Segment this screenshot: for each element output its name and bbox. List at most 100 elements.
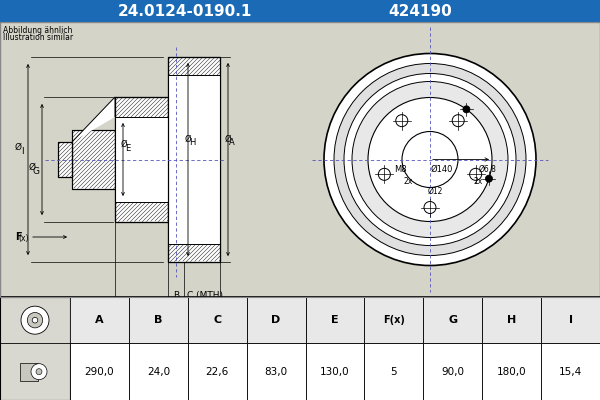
Text: H: H xyxy=(507,315,516,325)
Text: Ate: Ate xyxy=(386,198,454,232)
Circle shape xyxy=(36,369,42,375)
Bar xyxy=(72,130,115,189)
Bar xyxy=(20,363,38,381)
Bar xyxy=(129,343,188,400)
Text: 24.0124-0190.1: 24.0124-0190.1 xyxy=(118,4,252,18)
Text: 180,0: 180,0 xyxy=(497,367,526,377)
Bar xyxy=(0,0,600,22)
Text: Ø: Ø xyxy=(185,135,191,144)
Text: D: D xyxy=(164,317,171,326)
Text: 22,6: 22,6 xyxy=(206,367,229,377)
Bar xyxy=(70,297,600,343)
Bar xyxy=(115,97,168,222)
Text: 130,0: 130,0 xyxy=(320,367,350,377)
Text: B: B xyxy=(173,291,179,300)
Text: C (MTH): C (MTH) xyxy=(187,291,223,300)
Text: 24,0: 24,0 xyxy=(147,367,170,377)
Circle shape xyxy=(334,64,526,256)
Circle shape xyxy=(21,306,49,334)
Bar xyxy=(305,297,364,343)
Bar xyxy=(168,57,220,262)
Text: 290,0: 290,0 xyxy=(85,367,114,377)
Text: I: I xyxy=(20,147,23,156)
Circle shape xyxy=(368,98,492,222)
Bar xyxy=(482,343,541,400)
Text: Ø6,8: Ø6,8 xyxy=(479,165,497,174)
Text: H: H xyxy=(189,138,195,147)
Text: I: I xyxy=(569,315,572,325)
Text: 424190: 424190 xyxy=(388,4,452,18)
Bar xyxy=(247,343,305,400)
Text: Ø: Ø xyxy=(224,135,232,144)
Text: F: F xyxy=(14,232,22,242)
Text: A: A xyxy=(229,138,235,147)
Circle shape xyxy=(424,202,436,214)
Bar xyxy=(115,97,168,222)
Circle shape xyxy=(28,312,43,328)
Circle shape xyxy=(32,317,38,323)
Text: G: G xyxy=(448,315,457,325)
Text: 5: 5 xyxy=(391,367,397,377)
Circle shape xyxy=(352,82,508,238)
Bar xyxy=(0,297,600,400)
Bar xyxy=(541,343,600,400)
Text: (x): (x) xyxy=(19,234,29,242)
Bar xyxy=(115,117,168,202)
Circle shape xyxy=(485,175,493,182)
Bar xyxy=(424,297,482,343)
Polygon shape xyxy=(72,97,115,142)
Text: M8: M8 xyxy=(394,165,406,174)
Text: 2x: 2x xyxy=(473,177,482,186)
Circle shape xyxy=(470,168,482,180)
Circle shape xyxy=(379,168,391,180)
Text: Illustration similar: Illustration similar xyxy=(3,33,73,42)
Bar xyxy=(247,297,305,343)
Bar xyxy=(168,75,220,244)
Text: Abbildung ähnlich: Abbildung ähnlich xyxy=(3,26,73,35)
Text: 15,4: 15,4 xyxy=(559,367,582,377)
Circle shape xyxy=(402,132,458,188)
Circle shape xyxy=(324,54,536,266)
Circle shape xyxy=(452,115,464,127)
Bar xyxy=(482,297,541,343)
Circle shape xyxy=(344,74,516,246)
Text: 90,0: 90,0 xyxy=(441,367,464,377)
Text: A: A xyxy=(95,315,104,325)
Text: Ø140: Ø140 xyxy=(431,165,453,174)
Bar xyxy=(364,343,424,400)
Bar xyxy=(364,297,424,343)
Text: E: E xyxy=(125,144,130,153)
Text: 83,0: 83,0 xyxy=(265,367,287,377)
Text: C: C xyxy=(213,315,221,325)
Circle shape xyxy=(463,106,470,113)
Bar xyxy=(168,57,220,262)
Bar xyxy=(188,297,247,343)
Circle shape xyxy=(31,364,47,380)
Bar xyxy=(70,343,129,400)
Text: Ø: Ø xyxy=(14,143,22,152)
Text: Ø: Ø xyxy=(29,163,35,172)
Bar xyxy=(58,142,72,177)
Bar xyxy=(541,297,600,343)
Bar xyxy=(129,297,188,343)
Text: F(x): F(x) xyxy=(383,315,405,325)
Bar xyxy=(168,57,220,262)
Bar xyxy=(188,343,247,400)
Bar xyxy=(72,130,115,189)
Circle shape xyxy=(396,115,408,127)
Text: E: E xyxy=(331,315,339,325)
Bar xyxy=(424,343,482,400)
Text: G: G xyxy=(32,167,40,176)
Text: Ø12: Ø12 xyxy=(427,187,443,196)
Text: D: D xyxy=(271,315,281,325)
Bar xyxy=(58,142,72,177)
Bar xyxy=(0,22,600,297)
Bar xyxy=(0,297,70,400)
Bar xyxy=(305,343,364,400)
Bar xyxy=(70,297,129,343)
Bar xyxy=(115,97,168,222)
Text: B: B xyxy=(154,315,163,325)
Text: 2x: 2x xyxy=(403,177,413,186)
Bar xyxy=(0,22,600,297)
Text: Ø: Ø xyxy=(121,140,128,149)
